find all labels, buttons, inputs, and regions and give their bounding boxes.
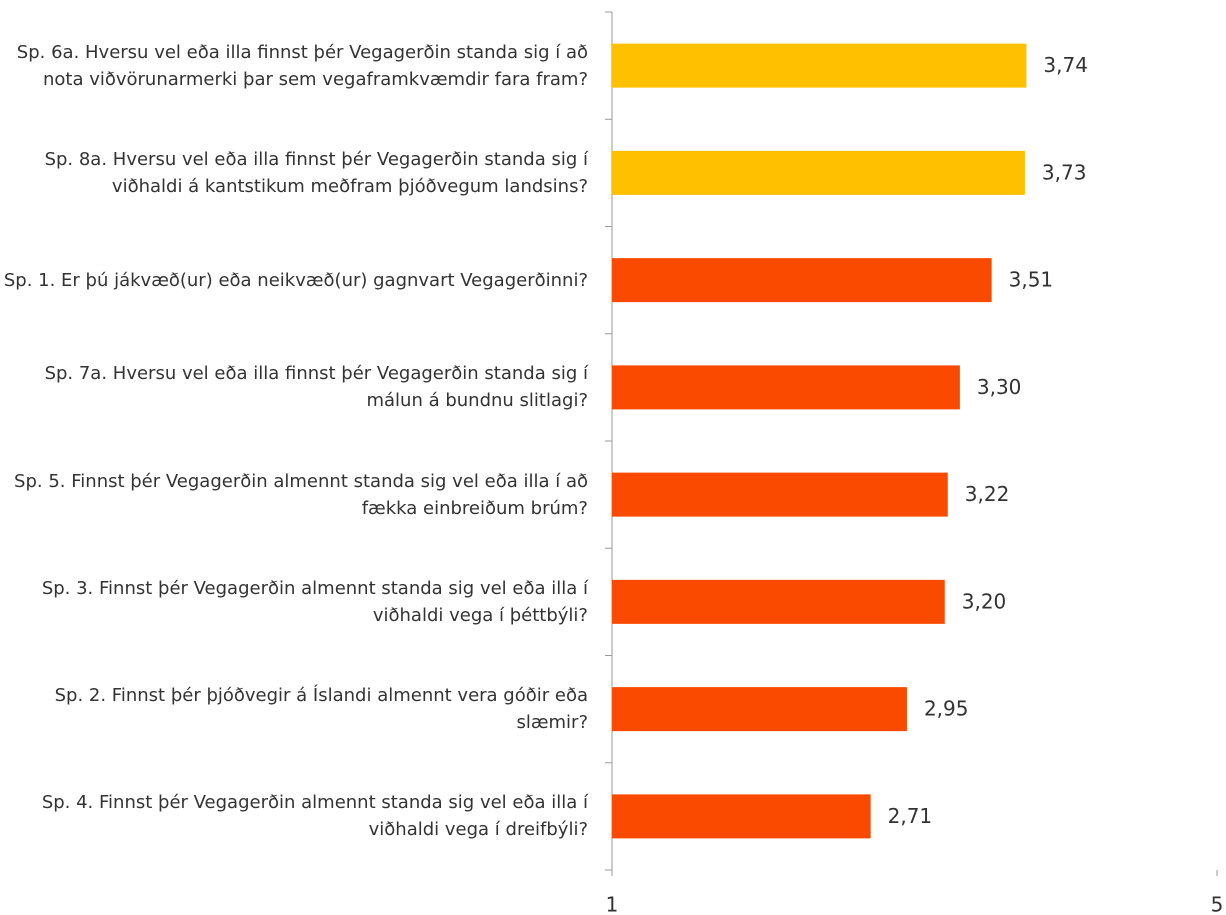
bar bbox=[612, 687, 907, 732]
value-label: 3,51 bbox=[1009, 268, 1054, 292]
bar bbox=[612, 258, 992, 303]
value-label: 3,20 bbox=[962, 589, 1007, 613]
category-label: Sp. 4. Finnst þér Vegagerðin almennt sta… bbox=[41, 792, 588, 841]
bar bbox=[612, 472, 948, 517]
value-label: 2,95 bbox=[924, 697, 969, 721]
bar bbox=[612, 43, 1027, 88]
category-label: Sp. 7a. Hversu vel eða illa finnst þér V… bbox=[44, 363, 588, 412]
value-label: 3,30 bbox=[977, 375, 1022, 399]
bar bbox=[612, 365, 960, 410]
category-label: Sp. 1. Er þú jákvæð(ur) eða neikvæð(ur) … bbox=[3, 269, 588, 291]
x-tick-label: 1 bbox=[606, 893, 619, 915]
value-label: 2,71 bbox=[888, 804, 933, 828]
value-label: 3,22 bbox=[965, 482, 1010, 506]
category-label: Sp. 6a. Hversu vel eða illa finnst þér V… bbox=[16, 41, 588, 90]
value-label: 3,73 bbox=[1042, 160, 1087, 184]
category-label: Sp. 8a. Hversu vel eða illa finnst þér V… bbox=[44, 148, 588, 197]
bar bbox=[612, 794, 871, 839]
category-label: Sp. 2. Finnst þér þjóðvegir á Íslandi al… bbox=[54, 685, 588, 734]
category-label: Sp. 3. Finnst þér Vegagerðin almennt sta… bbox=[41, 577, 588, 626]
category-label: Sp. 5. Finnst þér Vegagerðin almennt sta… bbox=[14, 470, 588, 519]
value-label: 3,74 bbox=[1043, 53, 1088, 77]
bar bbox=[612, 150, 1025, 195]
x-tick-label: 5 bbox=[1211, 893, 1224, 915]
bar bbox=[612, 579, 945, 624]
